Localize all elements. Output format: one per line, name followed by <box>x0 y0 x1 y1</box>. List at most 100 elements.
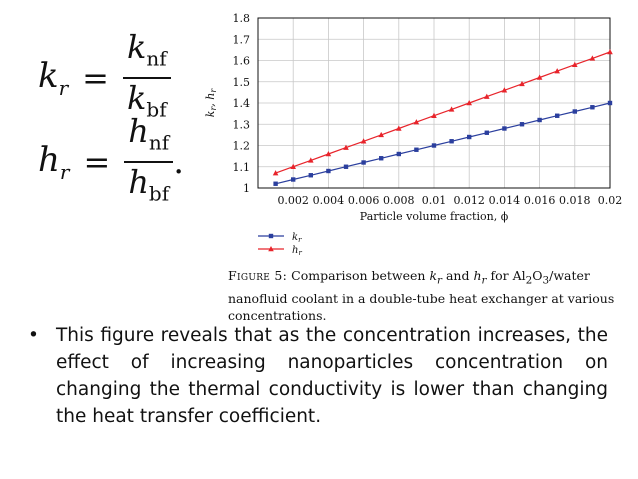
point-kr <box>361 160 366 165</box>
caption-text-5: /water nanofluid coolant in a double-tub… <box>228 268 615 323</box>
series-line-kr <box>275 102 611 185</box>
y-tick-label: 1.2 <box>233 140 251 153</box>
x-tick-label: 0.012 <box>453 194 485 207</box>
x-tick-label: 0.004 <box>313 194 345 207</box>
point-hr <box>343 144 349 150</box>
y-tick-label: 1.1 <box>233 161 251 174</box>
point-kr <box>590 105 595 110</box>
equation-hr: hr = hnf hbf . <box>38 112 184 213</box>
point-hr <box>466 100 472 106</box>
caption-h: hr <box>473 268 487 287</box>
caption-al-sub: 2 <box>525 274 533 287</box>
caption-o-sub: 3 <box>542 274 550 287</box>
point-kr <box>502 126 507 131</box>
series-markers <box>272 49 613 186</box>
point-hr <box>308 157 314 163</box>
legend-label-kr: kr <box>292 232 302 244</box>
eq-kr-denominator: kbf <box>127 79 167 122</box>
point-hr <box>431 112 437 118</box>
point-hr <box>519 80 525 87</box>
point-hr <box>607 49 613 55</box>
point-hr <box>536 74 543 80</box>
y-label-k: k <box>204 110 217 117</box>
x-tick-label: 0.014 <box>489 194 521 207</box>
y-axis: 1 1.1 1.2 1.3 1.4 1.5 1.6 1.7 1.8 <box>233 12 251 195</box>
point-hr <box>272 170 279 176</box>
legend-label-hr: hr <box>292 245 302 257</box>
eq-hr-fraction: hnf hbf <box>124 112 174 213</box>
point-kr <box>607 100 613 106</box>
eq-hr-numerator: hnf <box>128 112 170 155</box>
x-axis: 0.002 0.004 0.006 0.008 0.01 0.012 0.014 0.016 0… <box>277 194 622 207</box>
point-kr <box>484 130 489 135</box>
equation-kr: kr = knf kbf <box>38 28 171 129</box>
figure-caption: Figure 5: Comparison between kr and hr f… <box>228 267 628 324</box>
eq-hr-equals: = <box>83 143 111 182</box>
point-hr <box>360 138 367 144</box>
x-tick-label: 0.008 <box>383 194 415 207</box>
y-tick-label: 1.7 <box>233 33 251 46</box>
eq-hr-period: . <box>173 142 184 183</box>
eq-kr-equals: = <box>82 59 109 98</box>
eq-kr-numerator: knf <box>126 28 167 71</box>
point-hr <box>501 87 508 93</box>
bullet-text: This figure reveals that as the concentr… <box>56 325 608 427</box>
point-kr <box>414 147 419 152</box>
point-hr <box>572 61 578 67</box>
x-tick-label: 0.016 <box>524 194 556 207</box>
y-axis-label: kr, hr <box>204 88 218 118</box>
legend-marker-hr <box>268 246 274 252</box>
point-hr <box>589 55 596 61</box>
y-tick-label: 1.8 <box>233 12 251 25</box>
x-tick-label: 0.02 <box>598 194 623 207</box>
point-hr <box>325 151 332 157</box>
eq-hr-lhs: hr <box>38 140 70 185</box>
bullet-marker: • <box>28 325 39 346</box>
eq-kr-fraction-bar <box>122 77 171 80</box>
point-hr <box>396 125 402 131</box>
x-tick-label: 0.018 <box>559 194 591 207</box>
legend-marker-kr <box>268 233 274 239</box>
caption-text-4: O <box>532 268 543 283</box>
caption-label: Figure 5: <box>228 268 288 283</box>
point-kr <box>555 113 560 118</box>
bullet-point: • This figure reveals that as the concen… <box>28 322 608 430</box>
point-kr <box>467 134 472 140</box>
point-kr <box>308 173 313 178</box>
point-kr <box>431 143 437 148</box>
point-kr <box>396 151 401 157</box>
point-kr <box>449 139 454 144</box>
y-tick-label: 1.5 <box>233 76 251 89</box>
caption-text-1: Comparison between <box>287 268 430 283</box>
point-hr <box>448 106 455 112</box>
series-lines <box>275 51 611 185</box>
point-kr <box>291 177 296 182</box>
y-tick-label: 1 <box>243 182 250 195</box>
x-tick-label: 0.01 <box>422 194 447 207</box>
chart: 11.11.21.31.41.51.61.71.8 0.002 0.004 0.00… <box>204 12 622 257</box>
eq-kr-fraction: knf kbf <box>122 28 171 129</box>
point-kr <box>519 122 525 127</box>
point-kr <box>379 156 384 161</box>
caption-k: kr <box>429 268 442 287</box>
point-hr <box>290 163 296 169</box>
caption-text-3: for Al <box>486 268 526 283</box>
point-kr <box>343 164 349 169</box>
point-kr <box>537 117 542 123</box>
y-label-k-sub: r <box>209 106 218 111</box>
point-kr <box>273 181 278 186</box>
eq-hr-denominator: hbf <box>128 163 170 206</box>
eq-hr-fraction-bar <box>124 161 174 164</box>
eq-kr-lhs: kr <box>38 56 69 101</box>
caption-text-2: and <box>442 268 474 283</box>
y-tick-label: 1.3 <box>233 118 251 131</box>
point-hr <box>554 68 560 74</box>
y-label-sep: , h <box>204 93 217 107</box>
y-tick-label: 1.4 <box>233 97 251 110</box>
point-hr <box>378 131 384 138</box>
y-label-h-sub: r <box>209 88 218 93</box>
point-hr <box>484 93 490 99</box>
point-kr <box>572 109 577 114</box>
